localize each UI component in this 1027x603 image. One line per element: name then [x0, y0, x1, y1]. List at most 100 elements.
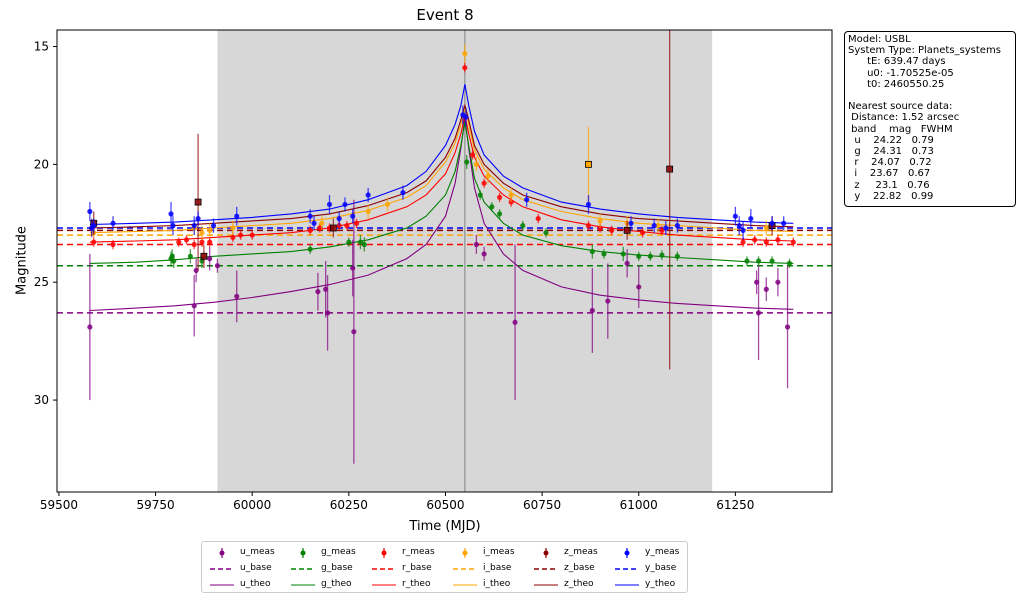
g-meas-point	[744, 258, 750, 264]
u-meas-point	[636, 284, 642, 290]
g-meas-point	[307, 246, 313, 252]
g-meas-point	[659, 252, 665, 258]
z-meas-point	[200, 252, 208, 260]
i-meas-point	[473, 161, 479, 167]
y-meas-point	[585, 201, 592, 208]
y-meas-point	[628, 220, 634, 226]
legend-swatch	[615, 568, 639, 570]
z-meas-point	[194, 198, 202, 206]
legend-swatch	[381, 548, 387, 558]
g-meas-point	[601, 251, 607, 257]
r-meas-point	[91, 239, 97, 245]
g-meas-point	[755, 258, 762, 264]
y-meas-point	[781, 220, 787, 226]
legend-label: y_theo	[645, 579, 676, 589]
legend-swatch	[534, 584, 558, 586]
g-meas-point	[171, 258, 177, 264]
r-meas-point	[752, 237, 758, 243]
r-meas-point	[763, 239, 769, 245]
u-meas-point	[763, 286, 769, 292]
r-meas-point	[496, 194, 503, 200]
legend-label: u_meas	[240, 547, 275, 557]
g-meas-point	[769, 258, 775, 264]
r-meas-point	[740, 239, 746, 245]
legend-swatch	[210, 568, 234, 570]
u-meas-point	[191, 303, 197, 309]
y-meas-point	[769, 220, 775, 226]
y-meas-point	[463, 114, 469, 120]
i-meas-point	[485, 173, 491, 179]
legend-label: i_base	[483, 563, 512, 573]
y-tick-label: 30	[34, 393, 49, 407]
y-meas-point	[736, 223, 742, 229]
u-meas-point	[350, 265, 356, 271]
g-theo-curve	[89, 121, 794, 264]
r-meas-point	[535, 215, 541, 222]
i-meas-point	[365, 208, 371, 215]
legend-swatch	[624, 548, 630, 558]
info-row-r: r 24.07 0.72	[848, 157, 932, 169]
i-meas-point	[319, 220, 325, 226]
y-meas-point	[336, 215, 342, 222]
info-blank	[848, 90, 1015, 101]
x-tick-label: 60250	[330, 498, 368, 512]
u-meas-point	[234, 293, 240, 299]
g-meas-point	[786, 260, 793, 266]
i-meas-point	[230, 225, 236, 231]
g-meas-point	[674, 253, 680, 259]
info-row-z: z 23.1 0.76	[848, 179, 930, 191]
y-meas-point	[732, 213, 738, 219]
y-meas-point	[326, 201, 333, 208]
r-meas-point	[230, 234, 236, 241]
g-meas-point	[187, 253, 193, 259]
x-tick-label: 61250	[716, 498, 754, 512]
legend-swatch	[219, 548, 225, 558]
u-meas-point	[605, 298, 611, 304]
legend-label: r_theo	[402, 579, 431, 589]
i-meas-point	[655, 223, 661, 229]
info-row-u: u 24.22 0.79	[848, 134, 934, 146]
x-tick-label: 61000	[620, 498, 658, 512]
u-meas-point	[87, 324, 93, 330]
g-meas-point	[589, 248, 595, 255]
r-meas-point	[249, 232, 255, 238]
x-tick-label: 60000	[233, 498, 271, 512]
u-meas-point	[324, 310, 331, 316]
y-meas-point	[651, 223, 657, 229]
y-tick-label: 15	[34, 40, 49, 54]
g-meas-point	[647, 253, 653, 259]
legend-swatch	[543, 548, 549, 558]
r-meas-point	[238, 232, 244, 238]
u-meas-point	[481, 251, 487, 257]
y-meas-point	[210, 223, 217, 229]
info-distance: Distance: 1.52 arcsec	[848, 112, 960, 124]
y-meas-point	[234, 213, 240, 219]
y-axis-label: Magnitude	[14, 226, 30, 295]
legend-label: z_meas	[564, 547, 598, 557]
r-meas-point	[609, 227, 615, 233]
info-nearest-header: Nearest source data:	[848, 101, 953, 113]
r-meas-point	[639, 230, 646, 236]
i-meas-point	[199, 230, 205, 236]
legend-swatch	[372, 568, 396, 570]
r-meas-point	[176, 239, 182, 245]
y-meas-point	[350, 213, 356, 219]
g-meas-point	[520, 223, 526, 229]
y-meas-point	[191, 223, 197, 229]
y-tick-label: 20	[34, 157, 49, 171]
legend-label: i_theo	[483, 579, 511, 589]
r-meas-point	[659, 227, 665, 233]
x-tick-label: 60500	[426, 498, 464, 512]
u-meas-point	[755, 310, 762, 316]
r-meas-point	[462, 65, 468, 71]
chart-title: Event 8	[416, 6, 474, 24]
y-meas-point	[170, 223, 176, 229]
info-row-g: g 24.31 0.73	[848, 146, 934, 158]
x-tick-label: 60750	[523, 498, 561, 512]
y-meas-point	[400, 190, 406, 196]
x-axis-label: Time (MJD)	[409, 519, 481, 534]
g-meas-point	[464, 159, 470, 165]
info-system-type: System Type: Planets_systems	[848, 45, 1001, 57]
y-meas-point	[307, 213, 313, 219]
i-meas-point	[597, 218, 603, 224]
